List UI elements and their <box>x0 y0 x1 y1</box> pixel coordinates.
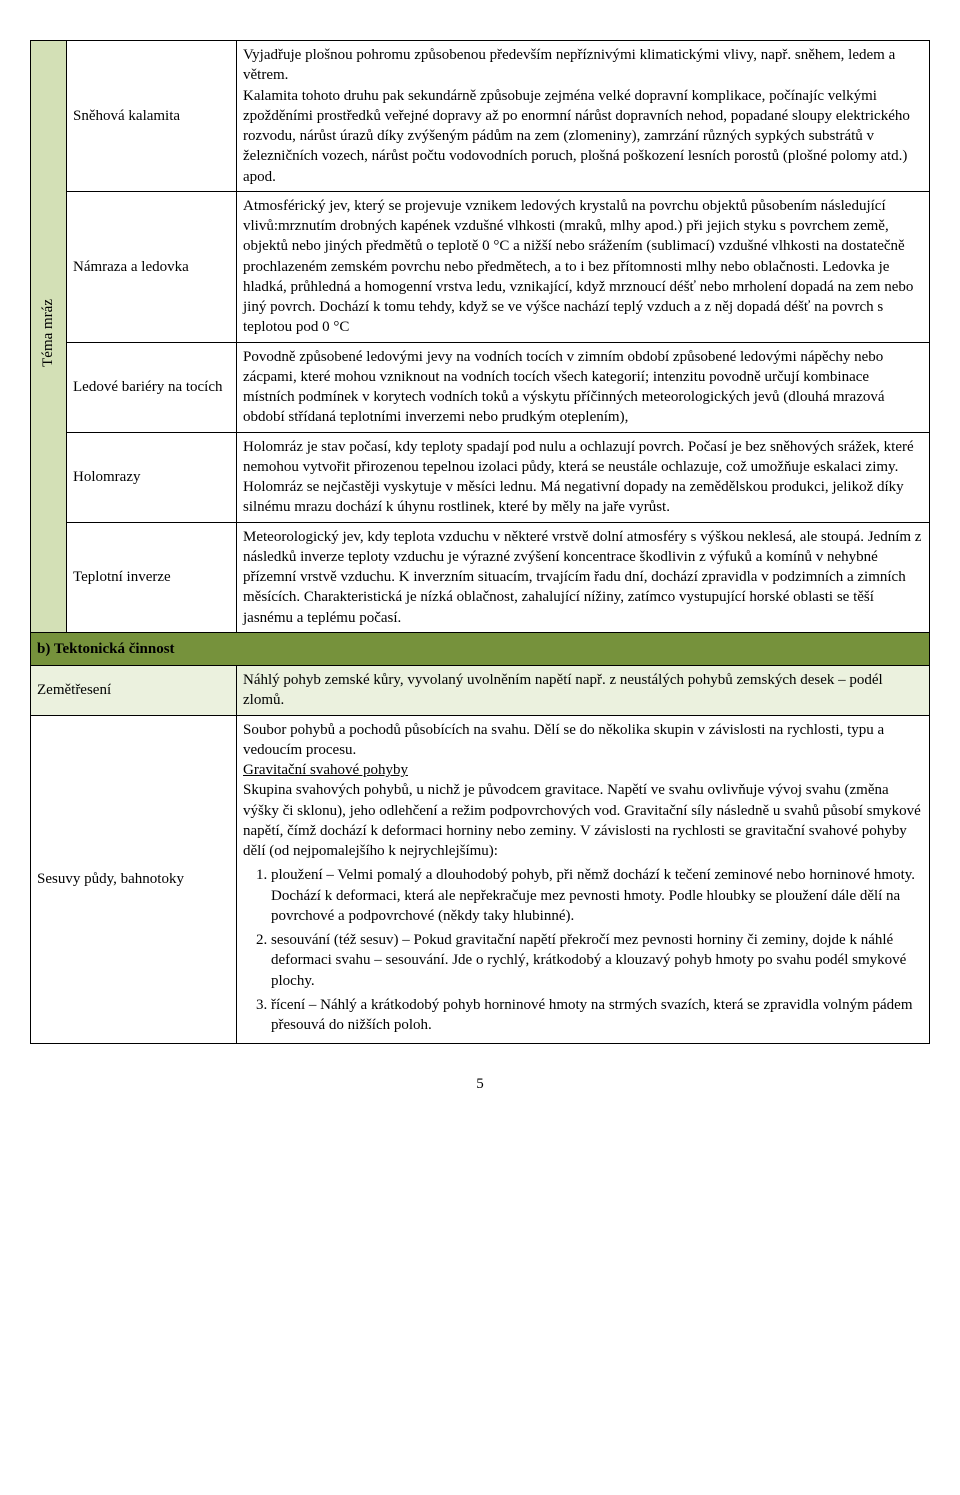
term-label: Námraza a ledovka <box>67 191 237 342</box>
term-label: Sesuvy půdy, bahnotoky <box>31 715 237 1044</box>
term-desc: Soubor pohybů a pochodů působících na sv… <box>237 715 930 1044</box>
term-label: Teplotní inverze <box>67 522 237 632</box>
row-zemetreseni: Zemětřesení Náhlý pohyb zemské kůry, vyv… <box>31 666 930 716</box>
theme-cell: Téma mráz <box>31 41 67 633</box>
term-label: Sněhová kalamita <box>67 41 237 192</box>
section-b-heading: b) Tektonická činnost <box>31 632 930 665</box>
row-ledove-bariery: Ledové bariéry na tocích Povodně způsobe… <box>31 342 930 432</box>
row-snehova-kalamita: Téma mráz Sněhová kalamita Vyjadřuje plo… <box>31 41 930 192</box>
term-desc: Meteorologický jev, kdy teplota vzduchu … <box>237 522 930 632</box>
row-teplotni-inverze: Teplotní inverze Meteorologický jev, kdy… <box>31 522 930 632</box>
theme-label: Téma mráz <box>38 299 58 367</box>
term-desc: Vyjadřuje plošnou pohromu způsobenou pře… <box>237 41 930 192</box>
row-holomrazy: Holomrazy Holomráz je stav počasí, kdy t… <box>31 432 930 522</box>
term-desc: Povodně způsobené ledovými jevy na vodní… <box>237 342 930 432</box>
term-desc: Náhlý pohyb zemské kůry, vyvolaný uvolně… <box>237 666 930 716</box>
term-desc: Holomráz je stav počasí, kdy teploty spa… <box>237 432 930 522</box>
term-desc: Atmosférický jev, který se projevuje vzn… <box>237 191 930 342</box>
row-namraza: Námraza a ledovka Atmosférický jev, kter… <box>31 191 930 342</box>
page-number: 5 <box>30 1074 930 1094</box>
definitions-table: Téma mráz Sněhová kalamita Vyjadřuje plo… <box>30 40 930 1044</box>
section-b-row: b) Tektonická činnost <box>31 632 930 665</box>
term-label: Zemětřesení <box>31 666 237 716</box>
row-sesuvy: Sesuvy půdy, bahnotoky Soubor pohybů a p… <box>31 715 930 1044</box>
term-label: Holomrazy <box>67 432 237 522</box>
term-label: Ledové bariéry na tocích <box>67 342 237 432</box>
